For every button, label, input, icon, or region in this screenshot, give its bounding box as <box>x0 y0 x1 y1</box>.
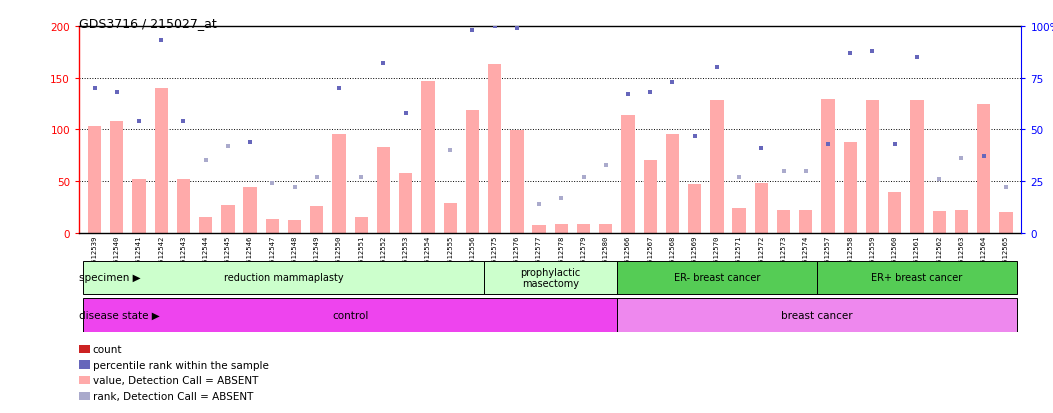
Bar <box>221 206 235 233</box>
Bar <box>555 224 568 233</box>
Bar <box>977 104 990 233</box>
Bar <box>999 213 1013 233</box>
Bar <box>83 298 617 332</box>
Bar <box>311 206 323 233</box>
Bar <box>910 101 923 233</box>
Bar <box>265 220 279 233</box>
Text: prophylactic
masectomy: prophylactic masectomy <box>520 267 580 289</box>
Bar <box>511 131 523 233</box>
Bar <box>866 101 879 233</box>
Bar <box>777 211 790 233</box>
Bar <box>617 261 817 294</box>
Text: control: control <box>332 310 369 320</box>
Bar <box>817 261 1017 294</box>
Bar <box>243 188 257 233</box>
Text: specimen ▶: specimen ▶ <box>79 273 140 283</box>
Text: GDS3716 / 215027_at: GDS3716 / 215027_at <box>79 17 217 29</box>
Bar <box>955 211 968 233</box>
Bar <box>621 116 635 233</box>
Bar <box>83 261 483 294</box>
Text: ER- breast cancer: ER- breast cancer <box>674 273 760 283</box>
Bar <box>799 211 813 233</box>
Text: value, Detection Call = ABSENT: value, Detection Call = ABSENT <box>93 375 258 385</box>
Bar <box>287 221 301 233</box>
Bar <box>399 173 413 233</box>
Bar <box>465 110 479 233</box>
Bar <box>199 218 213 233</box>
Text: count: count <box>93 344 122 354</box>
Bar <box>133 180 145 233</box>
Bar <box>665 134 679 233</box>
Bar <box>888 192 901 233</box>
Bar <box>933 211 946 233</box>
Bar <box>733 209 746 233</box>
Bar <box>643 161 657 233</box>
Text: percentile rank within the sample: percentile rank within the sample <box>93 360 269 370</box>
Bar <box>843 142 857 233</box>
Bar <box>821 100 835 233</box>
Bar <box>488 65 501 233</box>
Bar <box>599 224 613 233</box>
Bar <box>443 204 457 233</box>
Text: disease state ▶: disease state ▶ <box>79 310 159 320</box>
Bar <box>617 298 1017 332</box>
Bar <box>755 184 768 233</box>
Bar <box>688 185 701 233</box>
Text: breast cancer: breast cancer <box>781 310 853 320</box>
Bar <box>111 122 123 233</box>
Text: ER+ breast cancer: ER+ breast cancer <box>871 273 962 283</box>
Bar <box>533 225 545 233</box>
Text: reduction mammaplasty: reduction mammaplasty <box>223 273 343 283</box>
Text: rank, Detection Call = ABSENT: rank, Detection Call = ABSENT <box>93 391 253 401</box>
Bar <box>177 180 191 233</box>
Bar <box>155 89 167 233</box>
Bar <box>483 261 617 294</box>
Bar <box>377 148 391 233</box>
Bar <box>710 101 723 233</box>
Bar <box>87 127 101 233</box>
Bar <box>421 82 435 233</box>
Bar <box>333 134 345 233</box>
Bar <box>577 224 590 233</box>
Bar <box>355 218 367 233</box>
